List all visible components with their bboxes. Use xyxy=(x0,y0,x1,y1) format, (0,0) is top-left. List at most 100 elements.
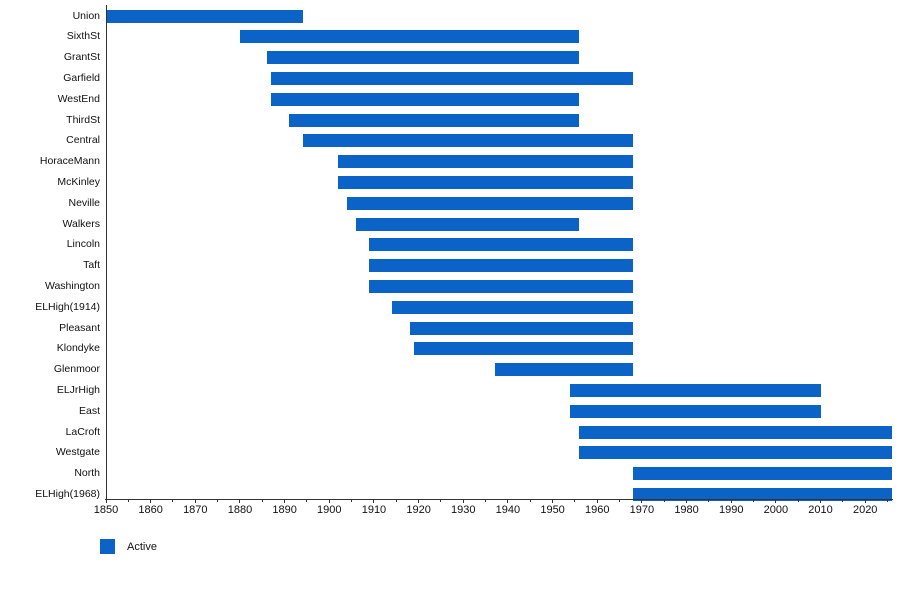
active-bar-thirdst xyxy=(289,113,580,127)
x-tick-label-1890: 1890 xyxy=(272,504,297,516)
minor-tick-1965 xyxy=(619,499,621,502)
major-tick-1940 xyxy=(507,499,509,503)
major-tick-1880 xyxy=(239,499,241,503)
row-label-north: North xyxy=(74,467,100,480)
minor-tick-1855 xyxy=(127,499,129,502)
row-label-horacemann: HoraceMann xyxy=(39,155,100,168)
row-label-walkers: Walkers xyxy=(62,217,100,230)
major-tick-1860 xyxy=(150,499,152,503)
major-tick-2010 xyxy=(820,499,822,503)
x-tick-label-2010: 2010 xyxy=(808,504,833,516)
row-label-sixthst: SixthSt xyxy=(66,30,100,43)
active-bar-elhigh-1968- xyxy=(632,487,892,501)
major-tick-1930 xyxy=(462,499,464,503)
row-label-pleasant: Pleasant xyxy=(59,321,100,334)
active-bar-neville xyxy=(347,196,633,210)
major-tick-1900 xyxy=(328,499,330,503)
row-label-taft: Taft xyxy=(83,259,100,272)
x-tick-label-1860: 1860 xyxy=(138,504,163,516)
active-bar-elhigh-1914- xyxy=(391,300,633,314)
active-bar-lacroft xyxy=(579,425,892,439)
active-bar-north xyxy=(632,467,892,481)
minor-tick-1935 xyxy=(485,499,487,502)
x-tick-label-1960: 1960 xyxy=(585,504,610,516)
row-label-union: Union xyxy=(72,9,100,22)
major-tick-1980 xyxy=(686,499,688,503)
major-tick-2000 xyxy=(775,499,777,503)
row-label-east: East xyxy=(78,404,100,417)
minor-tick-1875 xyxy=(217,499,219,502)
minor-tick-1895 xyxy=(306,499,308,502)
x-tick-label-1970: 1970 xyxy=(629,504,655,516)
major-tick-1960 xyxy=(596,499,598,503)
active-bar-glenmoor xyxy=(494,363,633,377)
x-tick-label-1980: 1980 xyxy=(674,504,699,516)
active-bar-walkers xyxy=(356,217,580,231)
x-axis-line xyxy=(105,499,893,500)
row-label-westend: WestEnd xyxy=(57,92,100,105)
active-bar-east xyxy=(570,404,821,418)
minor-tick-1945 xyxy=(529,499,531,502)
row-label-garfield: Garfield xyxy=(63,71,100,84)
x-tick-label-1870: 1870 xyxy=(183,504,208,516)
active-bar-grantst xyxy=(266,51,580,65)
major-tick-1910 xyxy=(373,499,375,503)
major-tick-2020 xyxy=(864,499,866,503)
x-tick-label-1850: 1850 xyxy=(93,504,119,516)
major-tick-1920 xyxy=(418,499,420,503)
minor-tick-2015 xyxy=(842,499,844,502)
legend-active-swatch xyxy=(100,539,115,554)
active-bar-horacemann xyxy=(338,155,633,169)
active-bar-garfield xyxy=(271,71,633,85)
major-tick-1990 xyxy=(730,499,732,503)
x-tick-label-1940: 1940 xyxy=(495,504,521,516)
x-tick-label-1930: 1930 xyxy=(451,504,476,516)
x-tick-label-2020: 2020 xyxy=(852,504,878,516)
x-tick-label-1950: 1950 xyxy=(540,504,565,516)
row-label-lincoln: Lincoln xyxy=(66,238,100,251)
active-bar-sixthst xyxy=(239,30,580,44)
active-bar-washington xyxy=(369,279,633,293)
active-bar-mckinley xyxy=(338,175,633,189)
active-bar-taft xyxy=(369,259,633,273)
active-bar-westgate xyxy=(579,446,892,460)
major-tick-1850 xyxy=(105,499,107,503)
x-tick-label-1910: 1910 xyxy=(361,504,387,516)
x-tick-label-1990: 1990 xyxy=(718,504,744,516)
row-label-thirdst: ThirdSt xyxy=(66,113,100,126)
row-label-central: Central xyxy=(66,134,100,147)
active-bar-klondyke xyxy=(414,342,633,356)
minor-tick-1985 xyxy=(708,499,710,502)
row-label-westgate: Westgate xyxy=(55,446,100,459)
minor-tick-1915 xyxy=(395,499,397,502)
active-bar-pleasant xyxy=(409,321,633,335)
major-tick-1970 xyxy=(641,499,643,503)
legend-active-label: Active xyxy=(127,541,157,553)
major-tick-1870 xyxy=(194,499,196,503)
row-label-grantst: GrantSt xyxy=(63,51,100,64)
row-label-elhigh-1914-: ELHigh(1914) xyxy=(35,300,100,313)
minor-tick-2025 xyxy=(887,499,889,502)
major-tick-1950 xyxy=(552,499,554,503)
row-label-elhigh-1968-: ELHigh(1968) xyxy=(35,487,100,500)
x-tick-label-1900: 1900 xyxy=(317,504,342,516)
row-label-klondyke: Klondyke xyxy=(56,342,100,355)
x-tick-label-1920: 1920 xyxy=(406,504,431,516)
minor-tick-1925 xyxy=(440,499,442,502)
row-label-washington: Washington xyxy=(44,279,100,292)
minor-tick-2005 xyxy=(797,499,799,502)
x-tick-label-2000: 2000 xyxy=(763,504,789,516)
major-tick-1890 xyxy=(284,499,286,503)
active-bar-eljrhigh xyxy=(570,383,821,397)
row-label-neville: Neville xyxy=(68,196,100,209)
minor-tick-1975 xyxy=(663,499,665,502)
row-label-glenmoor: Glenmoor xyxy=(53,363,100,376)
row-label-mckinley: McKinley xyxy=(57,175,100,188)
row-label-lacroft: LaCroft xyxy=(65,425,100,438)
x-tick-label-1880: 1880 xyxy=(227,504,253,516)
active-bar-central xyxy=(302,134,633,148)
minor-tick-1905 xyxy=(351,499,353,502)
active-bar-union xyxy=(106,9,303,23)
active-bar-lincoln xyxy=(369,238,633,252)
